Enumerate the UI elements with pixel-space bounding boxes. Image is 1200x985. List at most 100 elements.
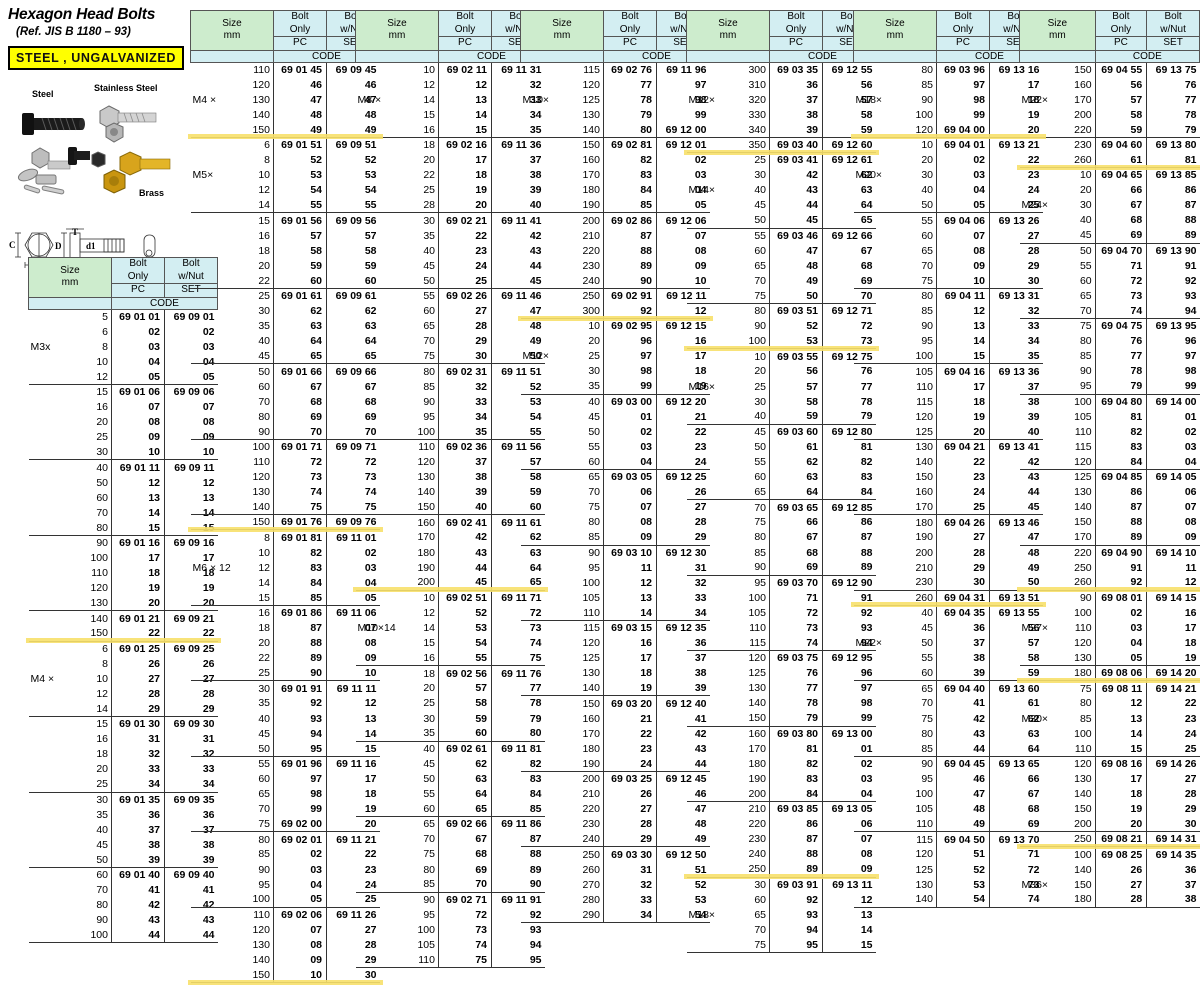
table-row[interactable]: 1069 02 1169 11 31 [356, 62, 545, 77]
table-row[interactable]: 550323 [521, 439, 710, 454]
table-row[interactable]: 1308606 [1020, 485, 1200, 500]
table-row[interactable]: 8069 04 1169 13 31 [854, 288, 1043, 303]
table-row[interactable]: 1602141 [521, 711, 710, 726]
table-row[interactable]: 1107393 [687, 620, 876, 635]
table-row[interactable]: 709919 [191, 802, 380, 817]
table-row[interactable]: 1208404 [1020, 454, 1200, 469]
table-row[interactable]: 2102646 [521, 787, 710, 802]
table-row[interactable]: 1702242 [521, 726, 710, 741]
table-row[interactable]: 2208606 [687, 817, 876, 832]
table-row[interactable]: 659818 [191, 787, 380, 802]
table-row[interactable]: 2102949 [854, 560, 1043, 575]
table-row[interactable]: 1251737 [521, 651, 710, 666]
table-row[interactable]: 607292 [1020, 273, 1200, 288]
table-row[interactable]: 1207797 [521, 77, 710, 92]
table-row[interactable]: 900323 [191, 862, 380, 877]
table-row[interactable]: 158505 [191, 590, 380, 605]
table-row[interactable]: 1407898 [687, 696, 876, 711]
table-row[interactable]: 606383 [687, 470, 876, 485]
table-row[interactable]: 454464 [687, 198, 876, 213]
table-row[interactable]: 1708101 [687, 741, 876, 756]
table-row[interactable]: 1252040 [854, 424, 1043, 439]
table-row[interactable]: 704161 [854, 696, 1043, 711]
table-row[interactable]: 957292 [356, 907, 545, 922]
table-row[interactable]: 402343 [356, 243, 545, 258]
table-row[interactable]: 359212 [191, 696, 380, 711]
table-row[interactable]: 951131 [521, 560, 710, 575]
table-row[interactable]: 3303858 [687, 107, 876, 122]
table-row[interactable]: 12069 08 1669 14 26 [1020, 756, 1200, 771]
table-row[interactable]: 1257696 [687, 666, 876, 681]
table-row[interactable]: 1402636 [1020, 862, 1200, 877]
table-row[interactable]: 1605676 [1020, 77, 1200, 92]
table-row[interactable]: 707494 [1020, 304, 1200, 319]
table-row[interactable]: 1200727 [191, 922, 380, 937]
table-row[interactable]: 2002848 [854, 545, 1043, 560]
table-row[interactable]: 7569 04 7569 13 95 [1020, 319, 1200, 334]
table-row[interactable]: 1408069 12 00 [521, 122, 710, 137]
table-row[interactable]: M18×909818 [854, 92, 1043, 107]
table-row[interactable]: 3069 03 9169 13 11 [687, 877, 876, 892]
table-row[interactable]: 702949 [356, 334, 545, 349]
table-row[interactable]: 1405474 [854, 892, 1043, 907]
table-row[interactable]: 504565 [687, 213, 876, 228]
table-row[interactable]: 20069 02 8669 12 06 [521, 213, 710, 228]
table-row[interactable]: 1305373 [854, 877, 1043, 892]
table-row[interactable]: 359919 [521, 379, 710, 394]
table-row[interactable]: 1069 04 0169 13 21 [854, 137, 1043, 152]
table-row[interactable]: 806787 [687, 530, 876, 545]
table-row[interactable]: 10069 01 7169 09 71 [191, 439, 380, 454]
table-row[interactable]: 12069 03 7569 12 95 [687, 651, 876, 666]
table-row[interactable]: 453656 [854, 620, 1043, 635]
table-row[interactable]: 10069 08 2569 14 35 [1020, 847, 1200, 862]
table-row[interactable]: 954666 [854, 771, 1043, 786]
table-row[interactable]: M14×404363 [687, 183, 876, 198]
table-row[interactable]: 13069 04 2169 13 41 [854, 439, 1043, 454]
table-row[interactable]: 9069 04 4569 13 65 [854, 756, 1043, 771]
table-row[interactable]: 850222 [191, 847, 380, 862]
table-row[interactable]: 221838 [356, 168, 545, 183]
table-row[interactable]: 1051333 [521, 590, 710, 605]
table-row[interactable]: 2509111 [1020, 560, 1200, 575]
table-row[interactable]: 709414 [687, 922, 876, 937]
table-row[interactable]: 603959 [854, 666, 1043, 681]
table-row[interactable]: 3069 01 9169 11 11 [191, 681, 380, 696]
table-row[interactable]: 556282 [687, 454, 876, 469]
table-row[interactable]: 1307474 [191, 485, 380, 500]
table-row[interactable]: 1255272 [854, 862, 1043, 877]
table-row[interactable]: 907898 [1020, 364, 1200, 379]
table-row[interactable]: 125272 [356, 605, 545, 620]
table-row[interactable]: 1158303 [1020, 439, 1200, 454]
table-row[interactable]: 1404848 [191, 107, 380, 122]
table-row[interactable]: 1009919 [854, 107, 1043, 122]
table-row[interactable]: 1007393 [356, 922, 545, 937]
table-row[interactable]: 2005878 [1020, 107, 1200, 122]
table-row[interactable]: 1504060 [356, 500, 545, 515]
table-row[interactable]: 165575 [356, 651, 545, 666]
table-row[interactable]: 456282 [356, 756, 545, 771]
table-row[interactable]: 1508808 [1020, 515, 1200, 530]
table-row[interactable]: M18×659313 [687, 907, 876, 922]
table-row[interactable]: 1107595 [356, 953, 545, 968]
table-row[interactable]: 1802343 [521, 741, 710, 756]
table-row[interactable]: M8 ×141333 [356, 92, 545, 107]
table-row[interactable]: 556484 [356, 787, 545, 802]
table-row[interactable]: 604767 [687, 243, 876, 258]
table-row[interactable]: 502545 [356, 273, 545, 288]
table-row[interactable]: 706868 [191, 394, 380, 409]
table-row[interactable]: 1001232 [521, 575, 710, 590]
table-row[interactable]: 957999 [1020, 379, 1200, 394]
table-row[interactable]: 856888 [687, 545, 876, 560]
table-row[interactable]: M10×14145373 [356, 620, 545, 635]
table-row[interactable]: 1057292 [687, 605, 876, 620]
table-row[interactable]: 1908505 [521, 198, 710, 213]
table-row[interactable]: 188707 [191, 620, 380, 635]
table-row[interactable]: 8069 02 0169 11 21 [191, 832, 380, 847]
table-row[interactable]: M24×306787 [1020, 198, 1200, 213]
table-row[interactable]: 11069 02 3669 11 56 [356, 439, 545, 454]
table-row[interactable]: 801222 [1020, 696, 1200, 711]
table-row[interactable]: 352242 [356, 228, 545, 243]
table-row[interactable]: 606585 [356, 802, 545, 817]
table-row[interactable]: 1301838 [521, 666, 710, 681]
table-row[interactable]: 1058101 [1020, 409, 1200, 424]
